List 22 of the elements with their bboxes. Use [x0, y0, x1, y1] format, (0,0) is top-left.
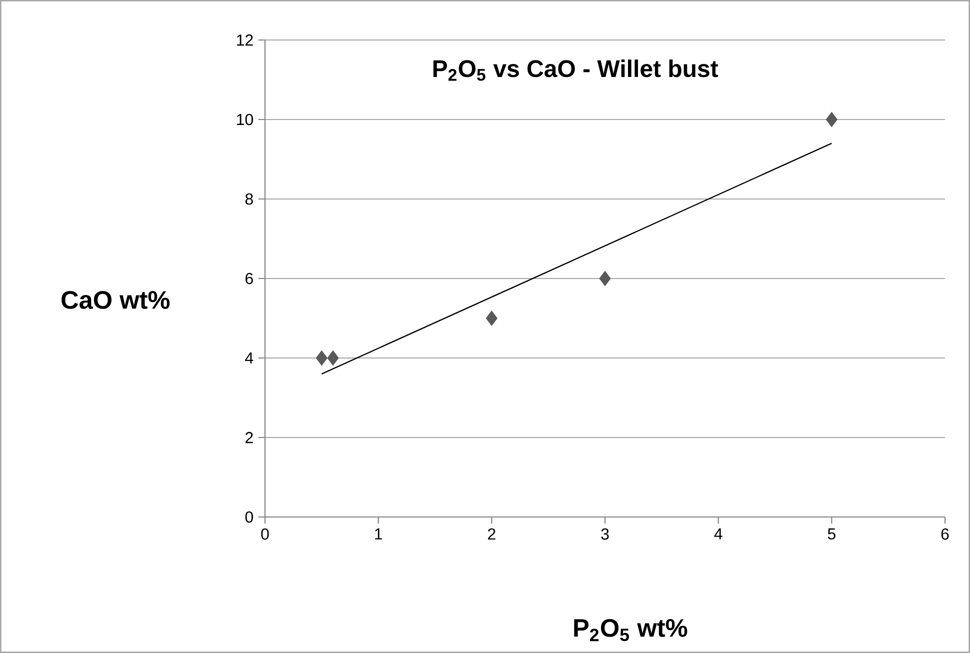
y-tick-label: 8	[245, 193, 253, 205]
y-tick-label: 12	[237, 34, 253, 46]
y-tick-label: 10	[237, 114, 254, 126]
y-tick-label: 6	[246, 272, 253, 284]
y-tick-label: 4	[245, 352, 254, 364]
x-tick-label: 4	[714, 528, 722, 540]
y-tick-label: 0	[245, 511, 254, 523]
point	[316, 350, 328, 366]
x-tick-label: 3	[601, 528, 609, 540]
point	[486, 310, 498, 326]
x-tick-label: 0	[261, 528, 269, 540]
point	[327, 350, 339, 366]
y-tick-label: 2	[246, 432, 253, 444]
text: P$_{2}$O$_{5}$ vs CaO - Willet bust	[433, 60, 718, 81]
y-axis-title: CaO wt%	[62, 290, 170, 309]
x-tick-label: 5	[828, 528, 836, 540]
x-axis-title: P$_{2}$O$_{5}$ wt%	[574, 618, 688, 642]
x-tick-label: 1	[375, 528, 382, 540]
point	[826, 112, 838, 128]
x-tick-label: 6	[941, 528, 949, 540]
point	[599, 270, 611, 286]
x-tick-label: 2	[488, 528, 496, 540]
